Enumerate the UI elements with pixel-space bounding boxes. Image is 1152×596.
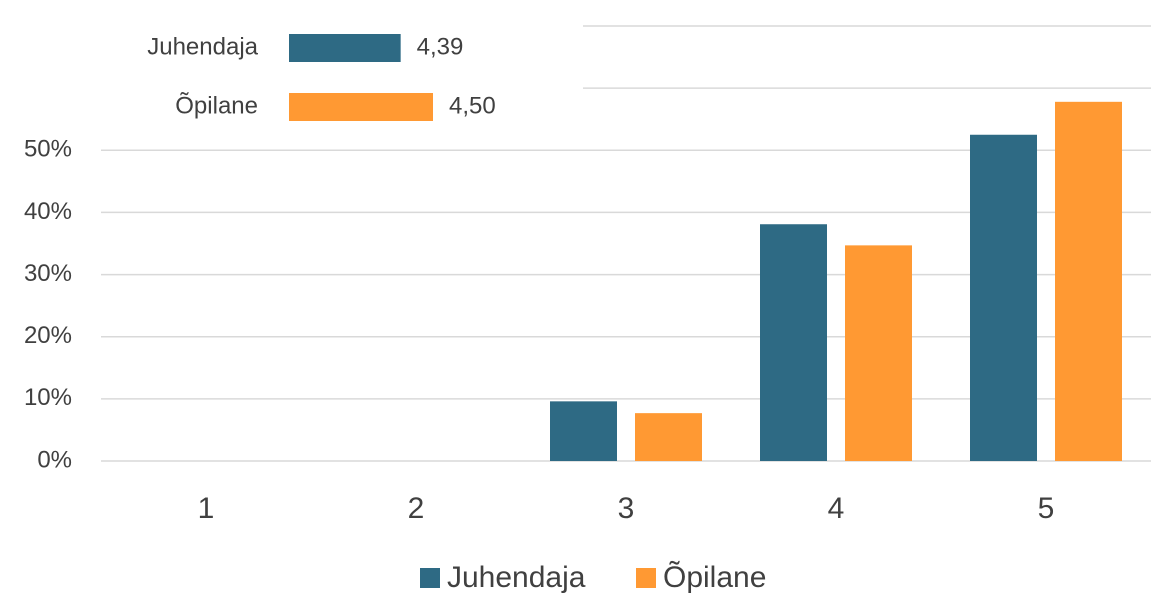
legend-label: Juhendaja <box>447 561 586 594</box>
y-tick-label: 40% <box>24 198 72 225</box>
bar <box>550 401 617 461</box>
y-tick-label: 10% <box>24 384 72 411</box>
bar <box>970 134 1037 461</box>
inset-value-label: 4,39 <box>417 33 464 60</box>
x-tick-label: 5 <box>1038 492 1055 525</box>
y-tick-label: 30% <box>24 260 72 287</box>
bar <box>760 224 827 461</box>
bar <box>1055 101 1122 462</box>
inset-bar <box>289 34 401 62</box>
bar <box>845 245 912 461</box>
inset-value-label: 4,50 <box>449 92 496 119</box>
legend-label: Õpilane <box>663 560 766 594</box>
inset-category: Õpilane <box>175 91 258 119</box>
x-tick-label: 2 <box>408 492 425 525</box>
inset-category: Juhendaja <box>147 33 258 60</box>
legend-swatch <box>636 568 656 588</box>
x-tick-label: 4 <box>828 492 845 525</box>
x-tick-label: 3 <box>618 492 635 525</box>
x-tick-label: 1 <box>198 492 215 525</box>
bar <box>635 413 702 461</box>
y-tick-label: 20% <box>24 322 72 349</box>
legend-swatch <box>420 568 440 588</box>
y-tick-label: 50% <box>24 136 72 163</box>
y-tick-label: 0% <box>37 446 72 473</box>
inset-bar <box>289 93 433 121</box>
